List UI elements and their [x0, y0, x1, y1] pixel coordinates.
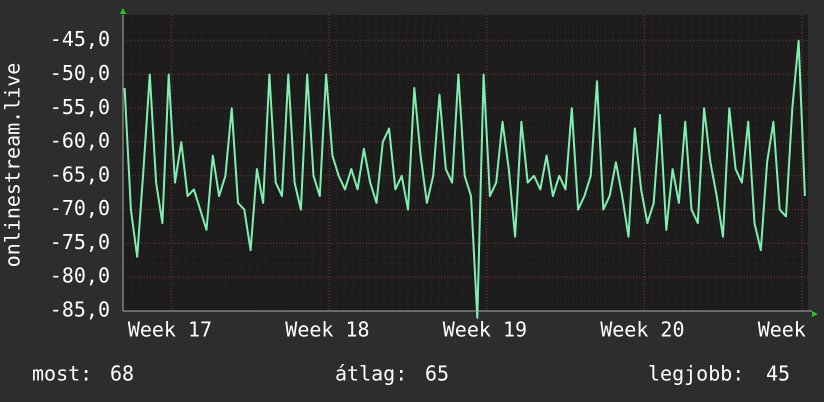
y-tick-label: -85,0 [50, 298, 110, 322]
y-tick-label: -55,0 [50, 95, 110, 119]
y-tick-label: -75,0 [50, 230, 110, 254]
y-tick-label: -70,0 [50, 196, 110, 220]
y-tick-label: -50,0 [50, 61, 110, 85]
y-axis-label: onlinestream.live [1, 63, 25, 268]
stat-label: átlag: [335, 362, 407, 386]
stat-value: 65 [425, 362, 449, 386]
x-tick-label: Week 18 [285, 318, 369, 342]
data-line [123, 39, 806, 319]
stat-label: most: [32, 362, 92, 386]
y-arrow [120, 8, 126, 14]
minor-grid [123, 15, 808, 311]
stat-value: 45 [766, 362, 790, 386]
x-tick-label: Week [758, 318, 806, 342]
x-tick-label: Week 20 [600, 318, 684, 342]
x-arrow [812, 311, 818, 317]
y-tick-label: -45,0 [50, 27, 110, 51]
y-tick-label: -80,0 [50, 264, 110, 288]
y-tick-label: -60,0 [50, 129, 110, 153]
x-tick-label: Week 17 [128, 318, 212, 342]
x-tick-label: Week 19 [443, 318, 527, 342]
y-tick-label: -65,0 [50, 162, 110, 186]
stat-label: legjobb: [648, 362, 744, 386]
stat-value: 68 [110, 362, 134, 386]
